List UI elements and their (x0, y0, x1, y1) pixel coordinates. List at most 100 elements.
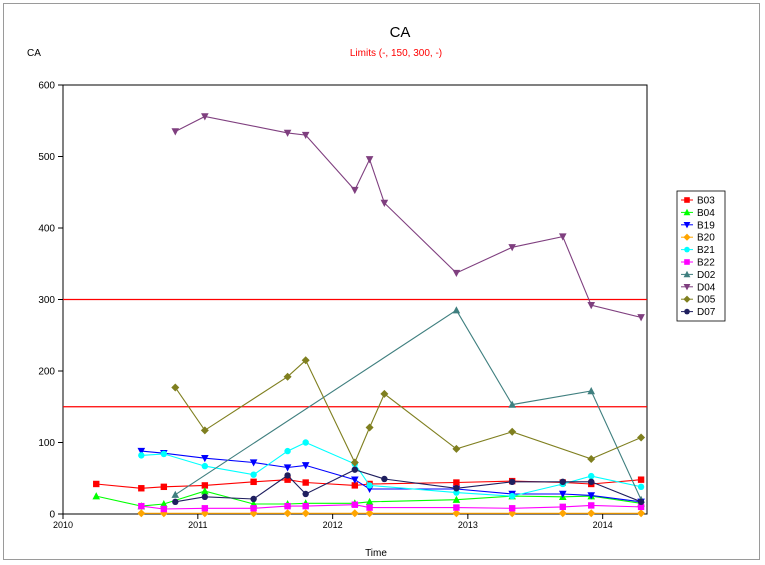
data-point (380, 199, 389, 207)
data-point (171, 128, 180, 136)
data-point (587, 454, 596, 463)
data-point (365, 423, 374, 432)
data-point (201, 113, 209, 121)
data-point (302, 439, 309, 446)
x-tick-label: 2010 (53, 520, 73, 530)
data-point (350, 458, 359, 467)
data-point (684, 259, 690, 265)
data-point (302, 479, 309, 486)
data-point (637, 476, 645, 483)
data-point (452, 495, 461, 503)
data-point (92, 492, 101, 500)
data-point (301, 509, 310, 518)
data-point (508, 505, 516, 512)
legend-item: B04 (681, 208, 715, 219)
data-point (637, 314, 645, 322)
data-point (351, 501, 359, 508)
data-point (508, 478, 516, 486)
data-point (284, 472, 291, 479)
legend-label: B22 (697, 258, 715, 269)
data-point (160, 499, 168, 508)
data-point (350, 509, 359, 518)
series-line (174, 309, 642, 500)
data-point (558, 509, 567, 518)
legend-label: D07 (697, 307, 716, 318)
legend-item: D05 (681, 295, 716, 306)
data-point (683, 284, 691, 291)
data-point (250, 478, 257, 486)
series-line (175, 115, 642, 318)
data-point (588, 472, 595, 480)
data-point (637, 483, 645, 491)
data-point (683, 208, 691, 216)
data-point (559, 503, 566, 511)
data-point (351, 482, 359, 489)
legend-item: D07 (681, 307, 716, 318)
data-point (683, 295, 691, 303)
data-point (301, 131, 310, 140)
data-point (365, 509, 374, 518)
data-point (93, 480, 100, 488)
chart-title: CA (390, 24, 411, 41)
data-point (172, 498, 179, 506)
data-point (250, 495, 257, 503)
data-point (683, 233, 691, 241)
data-point (201, 487, 209, 495)
data-point (452, 306, 461, 314)
series-d02 (171, 306, 645, 503)
data-point (283, 372, 292, 381)
series-lines (92, 113, 646, 518)
data-point (351, 466, 359, 473)
legend-label: B19 (697, 220, 715, 231)
series-line (174, 359, 642, 464)
data-point (302, 502, 309, 510)
data-point (588, 478, 595, 486)
data-point (453, 485, 460, 492)
data-point (558, 490, 567, 498)
data-point (637, 509, 646, 518)
x-tick-label: 2013 (458, 520, 478, 530)
chart-frame: CA Limits (-, 150, 300, -) CA Time 0 100 2… (3, 3, 760, 560)
data-point (201, 462, 209, 470)
series-line (141, 504, 642, 510)
data-point (683, 270, 691, 278)
data-point (365, 497, 374, 506)
axes: 0 100 200 300 400 500 600 2010 2011 2012 2013 2014 (38, 81, 612, 531)
legend-item: B20 (681, 233, 715, 244)
data-point (283, 129, 292, 137)
legend-item: B19 (681, 220, 715, 231)
data-point (684, 246, 690, 253)
data-point (381, 475, 388, 483)
y-tick-label: 600 (38, 81, 55, 92)
legend-item: D02 (681, 270, 716, 281)
data-point (684, 308, 690, 315)
data-point (138, 452, 145, 459)
series-b22 (138, 501, 645, 513)
data-point (587, 492, 596, 500)
x-tick-label: 2012 (323, 520, 343, 530)
series-line (96, 490, 642, 507)
x-tick-label: 2011 (188, 520, 207, 530)
data-point (452, 509, 461, 518)
data-point (452, 269, 461, 278)
legend-label: B20 (697, 233, 715, 244)
data-point (683, 222, 691, 229)
legend-item: B22 (681, 258, 715, 269)
data-point (250, 505, 257, 512)
data-point (380, 389, 389, 398)
y-tick-label: 0 (49, 510, 55, 521)
data-point (160, 505, 168, 513)
data-point (637, 498, 645, 506)
legend-label: D04 (697, 282, 716, 293)
data-point (138, 502, 145, 510)
data-point (508, 244, 516, 252)
data-point (201, 505, 209, 512)
data-point (587, 302, 596, 310)
data-point (249, 459, 258, 467)
series-b20 (137, 509, 646, 518)
data-point (301, 356, 310, 365)
legend-label: B04 (697, 208, 715, 219)
series-d05 (171, 356, 646, 467)
data-point (201, 493, 209, 501)
